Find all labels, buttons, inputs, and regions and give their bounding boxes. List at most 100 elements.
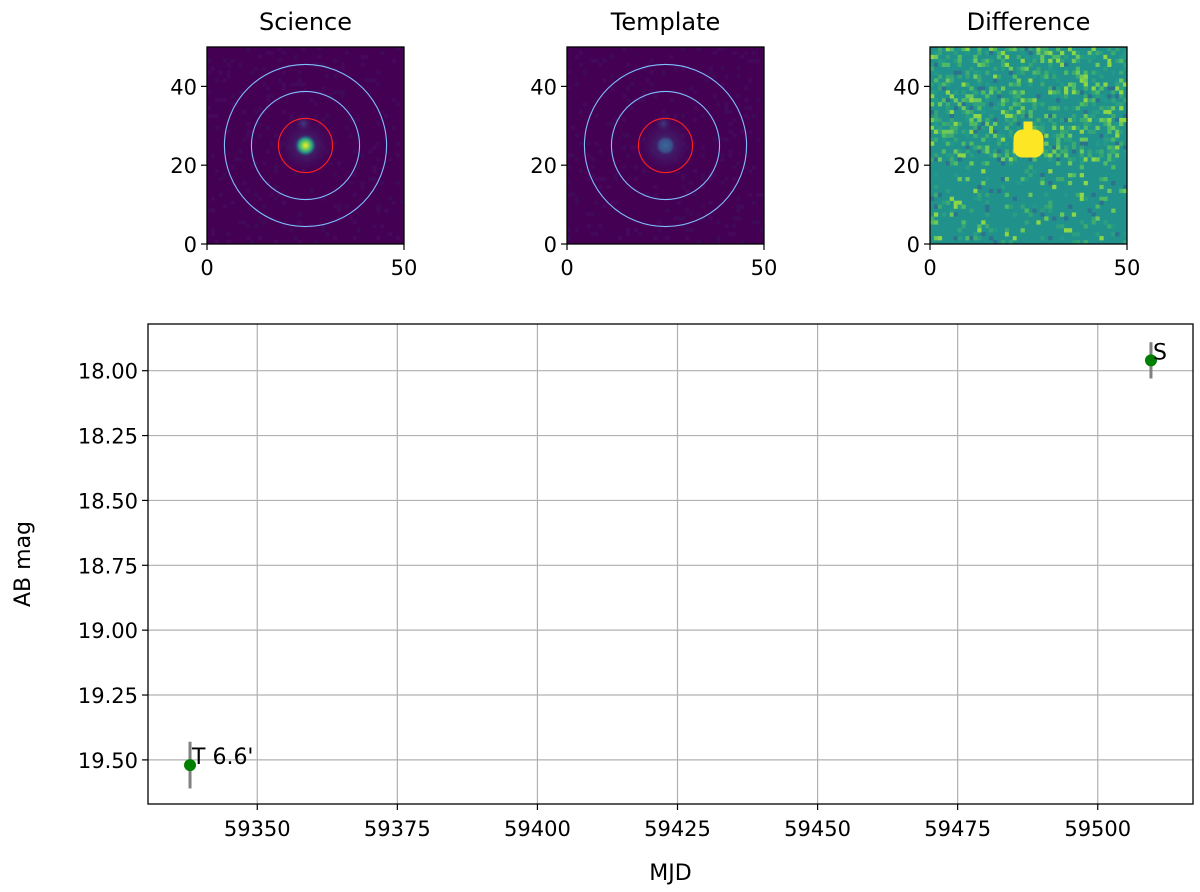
noise-pixel	[214, 78, 219, 83]
difference-pixel	[1016, 90, 1021, 95]
difference-pixel	[953, 200, 958, 205]
difference-pixel	[985, 70, 990, 75]
noise-pixel	[598, 177, 603, 181]
noise-pixel	[582, 70, 587, 75]
difference-pixel	[1012, 98, 1017, 103]
noise-pixel	[567, 236, 571, 241]
difference-pixel	[1024, 66, 1029, 71]
noise-pixel	[214, 125, 219, 130]
difference-pixel	[933, 212, 939, 217]
difference-pixel	[1004, 113, 1010, 119]
difference-pixel	[1083, 137, 1088, 142]
difference-pixel	[957, 149, 962, 154]
difference-pixel	[957, 113, 962, 119]
difference-pixel	[930, 66, 935, 71]
difference-pixel	[973, 121, 978, 127]
difference-pixel	[989, 90, 994, 95]
noise-pixel	[756, 137, 761, 142]
difference-pixel	[1111, 149, 1116, 154]
difference-pixel	[1075, 74, 1081, 79]
difference-pixel	[1040, 129, 1045, 134]
noise-pixel	[590, 58, 595, 63]
difference-pixel	[1044, 157, 1049, 162]
difference-pixel	[981, 58, 986, 64]
difference-pixel	[1063, 192, 1069, 198]
difference-pixel	[981, 236, 986, 241]
difference-pixel	[1111, 47, 1116, 52]
x-tick-label: 59500	[1064, 817, 1131, 841]
difference-pixel	[953, 70, 958, 75]
difference-pixel	[1060, 82, 1065, 87]
difference-pixel	[961, 220, 966, 225]
difference-pixel	[1032, 74, 1037, 79]
difference-pixel	[1119, 129, 1124, 134]
noise-pixel	[273, 133, 278, 138]
difference-pixel	[977, 74, 982, 79]
noise-pixel	[273, 240, 278, 244]
noise-pixel	[222, 173, 227, 178]
noise-pixel	[246, 236, 251, 241]
difference-pixel	[1115, 102, 1120, 107]
noise-pixel	[348, 180, 353, 185]
noise-pixel	[210, 113, 215, 118]
noise-pixel	[230, 200, 235, 205]
difference-pixel	[1060, 157, 1065, 162]
difference-pixel	[977, 228, 982, 233]
difference-pixel	[1091, 216, 1096, 221]
difference-pixel	[1004, 47, 1010, 52]
noise-pixel	[340, 90, 345, 95]
difference-pixel	[1071, 94, 1077, 99]
difference-pixel	[981, 145, 986, 150]
difference-pixel	[1036, 78, 1041, 83]
difference-pixel	[989, 153, 994, 158]
difference-pixel	[1028, 78, 1033, 83]
difference-pixel	[1044, 149, 1049, 154]
noise-pixel	[622, 133, 627, 138]
noise-pixel	[752, 113, 757, 118]
noise-pixel	[740, 54, 745, 59]
noise-pixel	[626, 98, 631, 103]
noise-pixel	[210, 66, 215, 71]
difference-pixel	[993, 110, 998, 115]
noise-pixel	[728, 149, 733, 154]
noise-pixel	[736, 208, 741, 213]
noise-pixel	[657, 228, 662, 233]
difference-pixel	[961, 102, 966, 107]
difference-pixel	[1079, 220, 1084, 225]
noise-pixel	[281, 86, 286, 91]
difference-pixel	[973, 90, 978, 95]
noise-pixel	[736, 216, 741, 221]
difference-pixel	[1036, 47, 1041, 52]
difference-pixel	[977, 145, 982, 150]
difference-pixel	[1012, 165, 1017, 170]
noise-pixel	[641, 98, 646, 103]
difference-pixel	[1087, 110, 1092, 115]
difference-pixel	[1040, 121, 1045, 127]
difference-pixel	[1119, 106, 1124, 111]
noise-pixel	[281, 82, 286, 87]
difference-pixel	[969, 121, 974, 127]
difference-pixel	[961, 82, 966, 87]
noise-pixel	[752, 165, 757, 170]
difference-pixel	[937, 86, 943, 91]
difference-pixel	[977, 102, 982, 107]
difference-pixel	[1079, 90, 1084, 95]
difference-pixel	[969, 94, 974, 99]
difference-pixel	[1040, 86, 1045, 91]
noise-pixel	[376, 157, 381, 162]
difference-pixel	[1107, 90, 1112, 95]
difference-pixel	[937, 129, 943, 134]
difference-pixel	[1103, 110, 1108, 115]
difference-pixel	[1079, 137, 1084, 142]
difference-pixel	[1107, 137, 1112, 142]
difference-pixel	[933, 184, 939, 190]
noise-pixel	[270, 50, 274, 55]
difference-pixel	[945, 110, 950, 115]
noise-pixel	[720, 137, 725, 142]
x-tick-label: 0	[923, 256, 936, 280]
difference-pixel	[1107, 121, 1112, 127]
difference-pixel	[1012, 82, 1017, 87]
difference-pixel	[930, 129, 935, 134]
noise-pixel	[752, 220, 757, 225]
difference-pixel	[1063, 228, 1069, 233]
